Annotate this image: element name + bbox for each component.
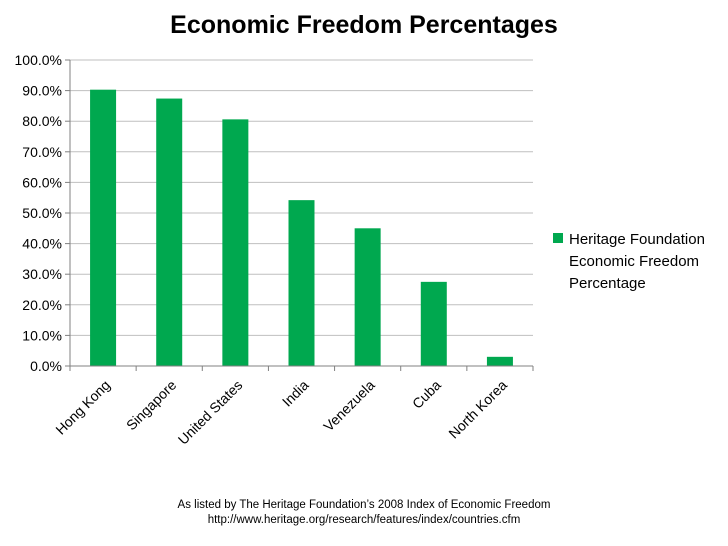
x-tick-label: North Korea	[445, 377, 510, 442]
legend-label-line-3: Percentage	[569, 275, 646, 292]
y-tick-label: 0.0%	[30, 358, 62, 374]
y-tick-label: 100.0%	[15, 52, 62, 68]
y-tick-label: 80.0%	[22, 113, 62, 129]
x-tick-label: Venezuela	[320, 377, 378, 435]
bar-north-korea	[486, 356, 513, 366]
y-tick-label: 40.0%	[22, 236, 62, 252]
y-tick-label: 50.0%	[22, 205, 62, 221]
bar-venezuela	[354, 228, 381, 366]
legend-label-line-1: Heritage Foundation	[569, 231, 705, 248]
bar-cuba	[420, 281, 447, 366]
y-tick-label: 30.0%	[22, 266, 62, 282]
y-tick-label: 60.0%	[22, 174, 62, 190]
bar-united-states	[222, 119, 249, 366]
x-tick-label: Cuba	[409, 377, 444, 412]
x-tick-label: Singapore	[123, 377, 180, 434]
legend-label-line-2: Economic Freedom	[569, 253, 699, 270]
bar-singapore	[156, 98, 183, 366]
footnote-url: http://www.heritage.org/research/feature…	[208, 514, 521, 526]
legend-swatch	[553, 233, 563, 243]
footnote-source: As listed by The Heritage Foundation’s 2…	[178, 499, 551, 511]
bar-india	[288, 200, 315, 366]
y-tick-label: 10.0%	[22, 327, 62, 343]
x-tick-label: Hong Kong	[52, 377, 113, 438]
legend: Heritage Foundation Economic Freedom Per…	[553, 231, 705, 292]
bar-hong-kong	[90, 89, 117, 366]
x-tick-label: India	[279, 377, 312, 410]
bars	[90, 89, 513, 366]
x-tick-label: United States	[175, 377, 246, 448]
y-axis-ticks: 0.0% 10.0% 20.0% 30.0% 40.0% 50.0% 60.0% 70.0% 8…	[15, 52, 70, 374]
chart-title: Economic Freedom Percentages	[170, 11, 558, 39]
y-tick-label: 90.0%	[22, 83, 62, 99]
y-tick-label: 70.0%	[22, 144, 62, 160]
y-tick-label: 20.0%	[22, 297, 62, 313]
